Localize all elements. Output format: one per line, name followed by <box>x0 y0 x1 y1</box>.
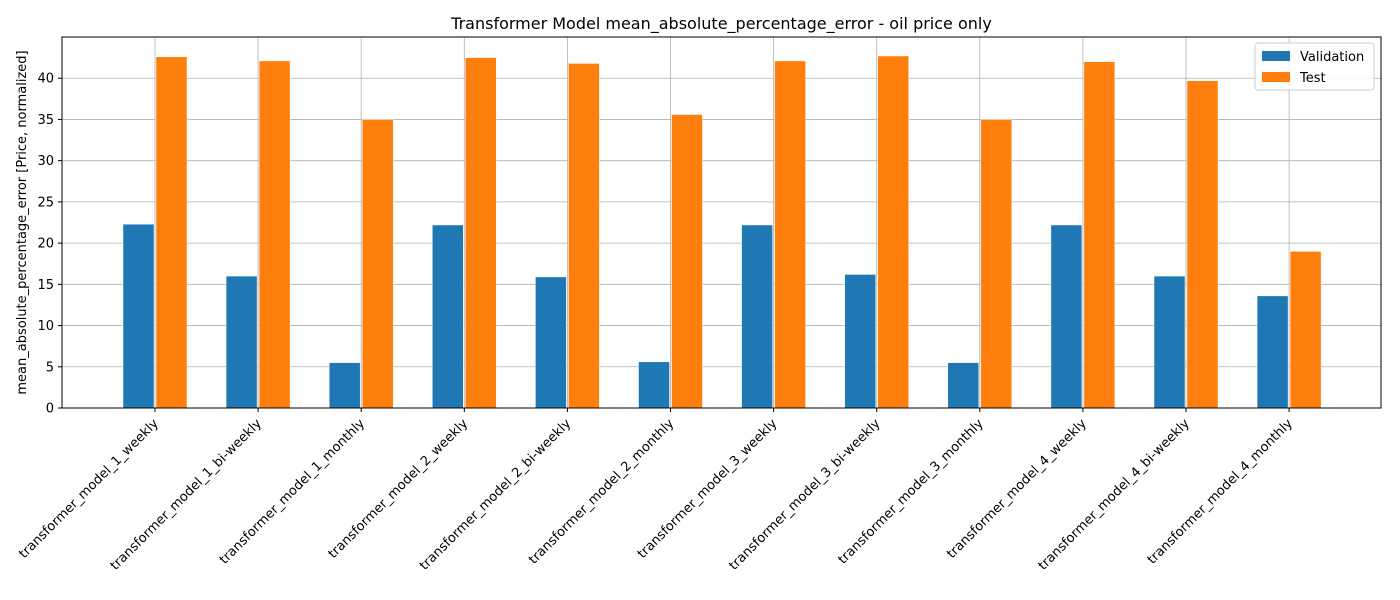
chart-title: Transformer Model mean_absolute_percenta… <box>450 14 992 34</box>
bar-test <box>155 56 188 409</box>
bar-validation <box>947 362 980 409</box>
y-tick-label: 0 <box>46 402 54 417</box>
bar-validation <box>122 223 155 409</box>
bar-validation <box>328 362 361 409</box>
y-tick-label: 5 <box>46 360 54 375</box>
y-tick-label: 20 <box>37 237 54 252</box>
y-tick-label: 30 <box>37 154 54 169</box>
plot-frame <box>61 36 1382 409</box>
legend-label: Validation <box>1300 50 1364 65</box>
y-tick-label: 10 <box>37 319 54 334</box>
legend-label: Test <box>1299 71 1326 86</box>
bar-test <box>671 114 703 409</box>
y-tick-label: 35 <box>37 113 54 128</box>
bar-test <box>1083 61 1116 409</box>
bars <box>122 55 1322 409</box>
legend-swatch <box>1262 72 1290 82</box>
y-axis-label: mean_absolute_percentage_error [Price, n… <box>15 50 30 394</box>
bar-test <box>568 63 600 409</box>
bar-test <box>1186 80 1219 409</box>
bar-test <box>774 60 806 409</box>
bar-validation <box>1050 224 1083 409</box>
bar-validation <box>1256 295 1289 409</box>
bar-test <box>361 119 394 409</box>
bar-test <box>1289 251 1322 409</box>
bar-test <box>877 55 909 409</box>
bar-validation <box>432 224 464 409</box>
bar-validation <box>844 274 876 409</box>
bar-test <box>258 60 291 409</box>
y-tick-label: 40 <box>37 72 54 87</box>
legend: Validation Test <box>1254 42 1375 91</box>
bar-validation <box>741 224 773 409</box>
bar-test <box>980 119 1013 409</box>
bar-test <box>465 57 497 409</box>
bar-validation <box>1153 275 1186 409</box>
bar-validation <box>535 276 567 409</box>
bar-validation <box>225 275 258 409</box>
y-tick-label: 25 <box>37 195 54 210</box>
legend-swatch <box>1262 51 1290 61</box>
y-tick-label: 15 <box>37 278 54 293</box>
bar-validation <box>638 361 670 409</box>
